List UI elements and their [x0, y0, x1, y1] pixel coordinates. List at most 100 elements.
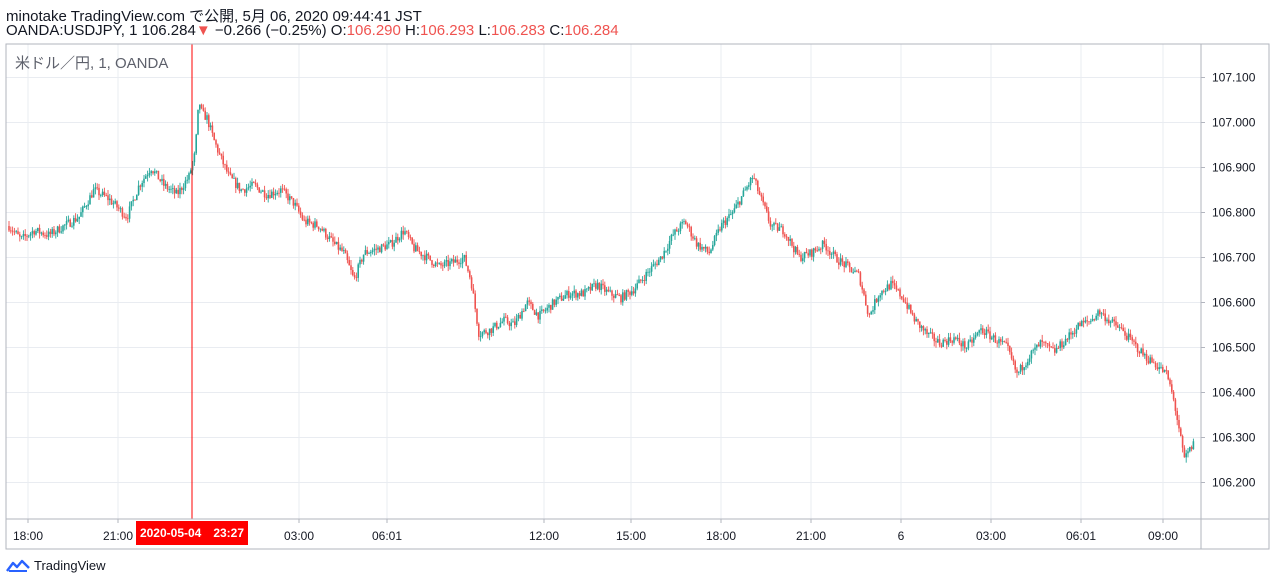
candle-body: [816, 250, 818, 252]
candle-body: [564, 295, 566, 299]
candle-body: [946, 340, 948, 345]
candle-body: [1167, 370, 1169, 380]
candle-body: [722, 220, 725, 223]
candle-body: [56, 226, 59, 233]
low-value: 106.283: [490, 22, 546, 39]
candle-body: [613, 295, 615, 298]
candle-body: [704, 246, 707, 249]
candle-body: [1048, 343, 1051, 347]
candle-body: [71, 225, 73, 227]
candle-body: [589, 286, 592, 291]
candle-body: [339, 247, 341, 250]
candle-body: [798, 253, 800, 255]
candle-body: [1063, 345, 1065, 348]
candle-body: [251, 182, 253, 186]
candle-body: [474, 293, 476, 309]
candle-body: [506, 317, 509, 324]
candle-body: [1124, 331, 1126, 336]
candle-body: [103, 191, 106, 196]
candle-body: [463, 255, 466, 258]
candle-body: [769, 220, 772, 227]
candle-body: [908, 304, 910, 309]
candle-body: [1072, 332, 1074, 335]
candle-body: [748, 185, 750, 187]
candle-body: [370, 252, 372, 254]
candle-body: [726, 218, 728, 225]
candle-body: [483, 330, 485, 333]
candle-body: [310, 222, 313, 224]
candle-body: [125, 216, 127, 219]
candle-body: [697, 242, 700, 247]
candle-body: [1086, 320, 1088, 322]
candle-body: [888, 284, 890, 290]
candle-body: [1043, 341, 1045, 343]
candle-body: [609, 290, 611, 292]
candle-body: [60, 231, 62, 233]
candle-body: [384, 245, 386, 250]
candle-body: [46, 235, 48, 237]
time-tick-label: 06:01: [1066, 529, 1096, 543]
candle-body: [177, 189, 179, 195]
candle-body: [829, 250, 831, 255]
candle-body: [98, 187, 100, 196]
candle-body: [445, 260, 448, 262]
candle-body: [861, 285, 863, 290]
footer-brand: TradingView: [34, 558, 106, 573]
candle-body: [724, 220, 727, 225]
candle-body: [254, 182, 257, 185]
candle-body: [191, 162, 194, 171]
candle-body: [341, 247, 343, 251]
candle-body: [1156, 367, 1159, 370]
candle-body: [989, 331, 991, 340]
candle-body: [478, 323, 480, 337]
candle-body: [1153, 362, 1155, 364]
candle-body: [884, 291, 887, 292]
footer: TradingView: [6, 558, 106, 573]
candle-body: [470, 277, 473, 289]
candle-body: [1034, 347, 1036, 350]
candle-body: [703, 246, 705, 249]
candle-body: [263, 190, 266, 198]
candle-body: [920, 326, 923, 328]
candle-body: [316, 221, 318, 227]
candle-body: [181, 187, 183, 190]
candle-body: [940, 345, 943, 347]
candle-body: [224, 164, 226, 166]
candle-body: [800, 254, 802, 261]
candle-body: [591, 283, 593, 291]
candle-body: [1055, 347, 1058, 353]
time-tick-label: 6: [898, 529, 905, 543]
candle-body: [1025, 365, 1027, 368]
candle-body: [823, 240, 826, 244]
candle-body: [267, 194, 269, 199]
candle-body: [294, 202, 296, 206]
time-tick-label: 21:00: [103, 529, 133, 543]
candle-body: [28, 235, 30, 237]
candle-body: [114, 201, 116, 204]
candle-body: [634, 288, 637, 294]
candle-body: [422, 255, 424, 257]
candle-body: [427, 253, 430, 256]
candle-body: [1079, 322, 1081, 327]
candle-body: [38, 227, 41, 234]
candle-body: [974, 335, 977, 338]
candle-body: [1000, 339, 1002, 342]
candle-body: [512, 321, 514, 323]
publish-info: minotake TradingView.com で公開, 5月 06, 202…: [6, 8, 422, 25]
candle-body: [393, 242, 395, 247]
candle-body: [1003, 341, 1006, 343]
candle-body: [447, 260, 449, 267]
candle-body: [616, 294, 619, 296]
candle-body: [1077, 322, 1079, 330]
candle-body: [1073, 332, 1076, 334]
candle-body: [1016, 369, 1018, 373]
candle-body: [728, 214, 730, 219]
candle-body: [674, 229, 676, 235]
candle-body: [42, 232, 44, 236]
candle-body: [215, 140, 217, 145]
candle-body: [388, 241, 390, 245]
candle-body: [24, 234, 26, 236]
candle-body: [692, 236, 694, 239]
candle-body: [458, 262, 460, 264]
